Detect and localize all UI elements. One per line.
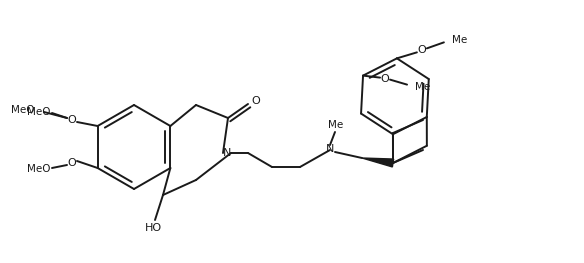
Text: Me: Me — [415, 82, 430, 92]
Polygon shape — [362, 158, 394, 167]
Text: Me: Me — [328, 120, 343, 130]
Text: N: N — [326, 144, 334, 154]
Text: HO: HO — [144, 223, 162, 233]
Text: N: N — [223, 148, 231, 158]
Text: O: O — [68, 115, 77, 125]
Text: MeO: MeO — [26, 107, 50, 117]
Text: MeO: MeO — [12, 105, 35, 115]
Text: O: O — [381, 74, 390, 84]
Text: O: O — [68, 158, 77, 168]
Text: Me: Me — [452, 35, 467, 45]
Text: MeO: MeO — [26, 164, 50, 174]
Text: O: O — [418, 45, 426, 55]
Text: O: O — [252, 96, 260, 106]
